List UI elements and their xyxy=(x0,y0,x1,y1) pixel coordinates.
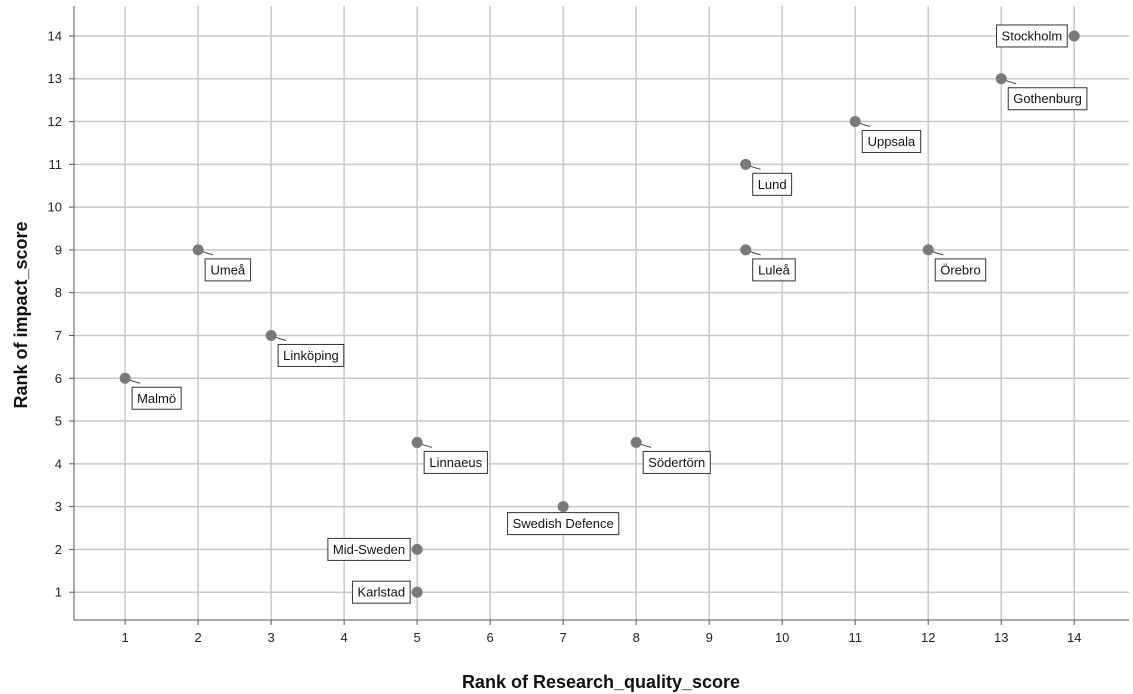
x-tick-label: 2 xyxy=(195,630,202,645)
data-point-group: Malmö xyxy=(119,372,182,410)
data-point-marker xyxy=(557,501,569,513)
data-point-marker xyxy=(411,436,423,448)
data-point-marker xyxy=(740,244,752,256)
y-tick-label: 13 xyxy=(48,71,62,86)
point-label-box xyxy=(351,580,411,604)
x-tick-label: 4 xyxy=(341,630,348,645)
data-point-group: Karlstad xyxy=(351,580,423,604)
data-point-group: Linnaeus xyxy=(411,436,488,474)
x-tick-label: 8 xyxy=(633,630,640,645)
point-label-box xyxy=(204,258,252,282)
point-label-box xyxy=(507,512,620,536)
y-tick-label: 10 xyxy=(48,200,62,215)
point-label: Södertörn xyxy=(648,455,705,470)
y-tick-label: 3 xyxy=(55,499,62,514)
y-tick-label: 14 xyxy=(48,28,62,43)
data-point-marker xyxy=(411,543,423,555)
point-label-box xyxy=(277,343,345,367)
point-label-box xyxy=(1007,87,1088,111)
x-tick-label: 10 xyxy=(775,630,789,645)
x-tick-label: 13 xyxy=(994,630,1008,645)
y-axis-title: Rank of impact_score xyxy=(11,221,31,408)
point-label: Malmö xyxy=(137,391,176,406)
data-point-marker xyxy=(1068,30,1080,42)
data-point-group: Linköping xyxy=(265,329,345,367)
x-axis-title: Rank of Research_quality_score xyxy=(462,672,740,692)
x-tick-label: 11 xyxy=(848,630,862,645)
point-label: Gothenburg xyxy=(1013,91,1082,106)
y-tick-label: 2 xyxy=(55,542,62,557)
data-point-group: Umeå xyxy=(192,244,252,282)
data-point-group: Uppsala xyxy=(849,116,922,154)
point-label-box xyxy=(131,386,182,410)
point-label-box xyxy=(861,130,922,154)
data-point-group: Mid-Sweden xyxy=(327,537,423,561)
data-point-group: Swedish Defence xyxy=(507,501,620,536)
data-point-group: Södertörn xyxy=(630,436,711,474)
data-point-group: Luleå xyxy=(740,244,796,282)
x-tick-label: 5 xyxy=(414,630,421,645)
x-tick-label: 7 xyxy=(560,630,567,645)
y-tick-label: 9 xyxy=(55,242,62,257)
y-tick-label: 11 xyxy=(49,157,63,172)
data-point-group: Lund xyxy=(740,158,793,196)
data-point-group: Örebro xyxy=(922,244,987,282)
data-point-marker xyxy=(411,586,423,598)
data-point-marker xyxy=(192,244,204,256)
point-label: Lund xyxy=(758,177,787,192)
axes xyxy=(69,6,1129,625)
x-tick-label: 1 xyxy=(121,630,128,645)
point-label-box xyxy=(934,258,987,282)
data-point-marker xyxy=(740,158,752,170)
y-tick-label: 1 xyxy=(55,585,62,600)
data-point-marker xyxy=(265,329,277,341)
point-label-box xyxy=(752,258,796,282)
x-tick-labels: 1 2 3 4 5 6 7 8 9 10 11 12 13 14 xyxy=(121,630,1081,645)
y-tick-label: 6 xyxy=(55,371,62,386)
point-label: Luleå xyxy=(758,262,791,277)
data-point-marker xyxy=(119,372,131,384)
point-label: Swedish Defence xyxy=(513,516,614,531)
data-point-marker xyxy=(630,436,642,448)
point-label-box xyxy=(423,450,488,474)
y-tick-label: 12 xyxy=(48,114,62,129)
x-tick-label: 14 xyxy=(1067,630,1081,645)
y-tick-label: 7 xyxy=(55,328,62,343)
data-points: Stockholm Gothenburg Uppsala Lund Umeå Luleå Ö… xyxy=(119,24,1088,604)
x-tick-label: 6 xyxy=(487,630,494,645)
x-tick-label: 9 xyxy=(706,630,713,645)
x-tick-label: 3 xyxy=(268,630,275,645)
point-label-box xyxy=(642,450,711,474)
x-tick-label: 12 xyxy=(921,630,935,645)
point-label: Uppsala xyxy=(868,134,916,149)
data-point-group: Stockholm xyxy=(996,24,1080,48)
y-tick-label: 5 xyxy=(55,414,62,429)
point-label: Stockholm xyxy=(1002,28,1063,43)
data-point-marker xyxy=(922,244,934,256)
point-label-box xyxy=(996,24,1068,48)
data-point-marker xyxy=(995,73,1007,85)
point-label: Linköping xyxy=(283,348,339,363)
point-label: Linnaeus xyxy=(429,455,482,470)
y-tick-label: 8 xyxy=(55,285,62,300)
point-label: Mid-Sweden xyxy=(333,542,405,557)
point-label: Karlstad xyxy=(357,585,405,600)
point-label: Örebro xyxy=(940,262,980,277)
data-point-marker xyxy=(849,116,861,128)
data-point-group: Gothenburg xyxy=(995,73,1088,111)
grid-lines xyxy=(74,6,1129,620)
y-tick-label: 4 xyxy=(55,456,62,471)
point-label-box xyxy=(327,537,411,561)
point-label: Umeå xyxy=(210,262,245,277)
point-label-box xyxy=(752,172,793,196)
